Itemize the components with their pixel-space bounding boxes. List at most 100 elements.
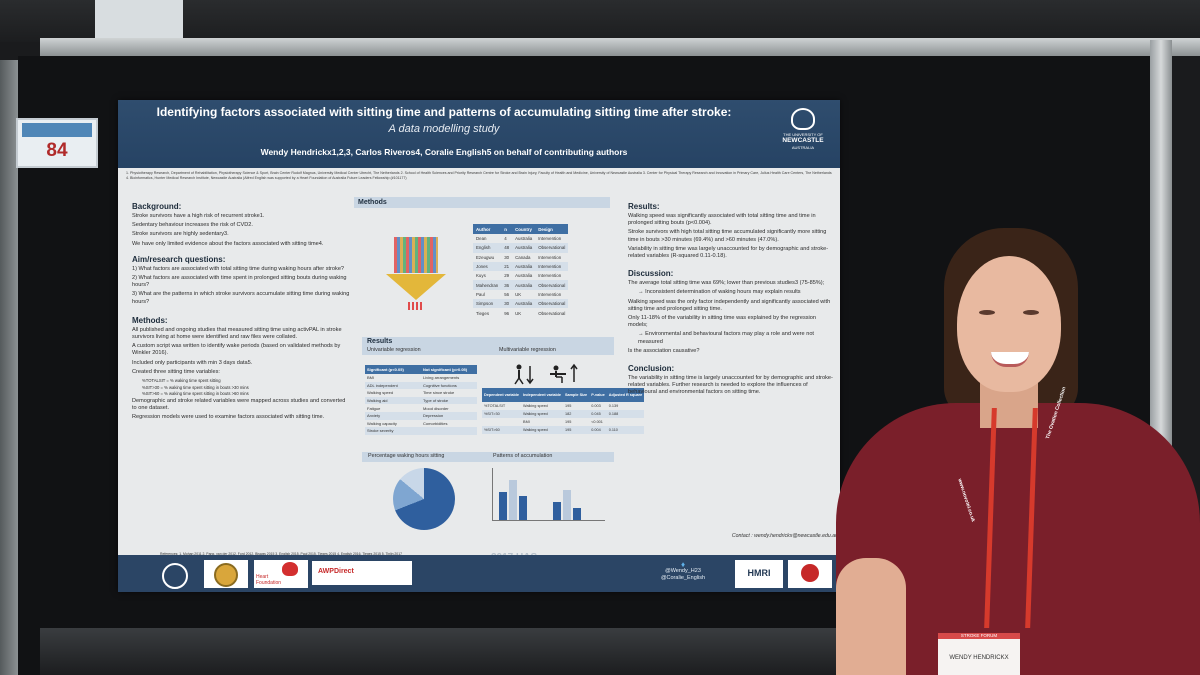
table-cell: Mahendran [473, 280, 502, 290]
pct-sitting-heading: Percentage waking hours sitting [368, 453, 445, 459]
univariable-heading: Univariable regression [367, 347, 421, 353]
table-cell: Australia [512, 261, 536, 272]
table-cell: Dean [476, 236, 487, 242]
table-row: %SIT>60 Walking speed 195 0.004 0.110 [482, 426, 645, 434]
table-cell: 21 [501, 261, 513, 272]
eye [1023, 310, 1039, 315]
table-cell: 36 [501, 280, 513, 290]
references: References: 1. Mohan 2011 2. Pang, van d… [160, 552, 402, 556]
table-cell: BMI [523, 420, 530, 424]
table-cell: Australia [515, 273, 533, 279]
background-line: We have only limited evidence about the … [132, 240, 324, 247]
table-cell: Time since stroke [423, 390, 455, 396]
table-header: Design [535, 224, 569, 234]
discussion-line: Only 11-18% of the variability in sittin… [628, 315, 817, 329]
aim-item: 2) What factors are associated with time… [132, 275, 347, 289]
table-cell: Paul [476, 291, 485, 297]
table-row: Fatigue Mood disorder [365, 404, 477, 412]
results-box-bar [362, 337, 614, 355]
table-row: Anxiety Depression [365, 411, 477, 420]
poster-authors: Wendy Hendrickx1,2,3, Carlos Riveros4, C… [260, 147, 628, 157]
hmri-text: HMRI [747, 568, 771, 578]
accumulation-heading: Patterns of accumulation [493, 453, 553, 459]
poster-title: Identifying factors associated with sitt… [156, 105, 732, 119]
table-cell: Tieges [476, 310, 490, 316]
ceiling [0, 0, 1200, 42]
table-row: Walking aid Type of stroke [365, 396, 477, 405]
table-cell: Anxiety [365, 411, 421, 420]
table-cell: Observational [538, 310, 566, 316]
table-row: Kuys 29 Australia Intervention [473, 271, 568, 280]
table-row: Dean 4 Australia Intervention [473, 234, 568, 243]
background-line: Sedentary behaviour increases the risk o… [132, 222, 253, 229]
significance-table: Significant (p<0.05) Not significant (p>… [365, 365, 477, 435]
table-row: Stroke severity [365, 427, 477, 435]
board-bottom-rail [40, 628, 860, 675]
variable-definition: %TOTALSIT = % waking time spent sitting [142, 378, 221, 384]
chart-bar [519, 496, 527, 520]
affiliations: 1. Physiotherapy Research, Department of… [126, 171, 832, 180]
sitting-standing-icons [514, 363, 578, 385]
table-cell: Observational [535, 299, 569, 309]
table-cell: %SIT>60 [482, 426, 522, 434]
table-row: %SIT>30 Walking speed 182 0.045 0.188 [482, 410, 645, 418]
studies-table: Author n Country Design Dean 4 Australia In… [473, 224, 569, 318]
table-cell: Intervention [538, 273, 562, 279]
table-row: %TOTALSIT Walking speed 195 0.003 0.139 [482, 402, 644, 410]
society-seal-icon [214, 563, 238, 587]
table-cell: 0.139 [608, 404, 619, 408]
chart-bar [573, 508, 581, 520]
table-cell: Walking speed [523, 404, 548, 408]
face [957, 256, 1061, 392]
hmri-logo: HMRI [735, 560, 783, 588]
table-cell: Depression [421, 411, 477, 420]
discussion-line: → Environmental and behavioural factors … [638, 331, 814, 345]
chart-bar [509, 480, 517, 520]
selected-people-icon [408, 302, 424, 310]
table-cell: Canada [515, 254, 531, 260]
table-cell: 0.004 [589, 426, 607, 434]
table-cell: 182 [563, 410, 590, 418]
regression-table: Dependent variable Independent variable … [482, 388, 645, 434]
table-header: Not significant (p>0.05) [421, 365, 477, 374]
table-cell: Living arrangements [423, 375, 460, 381]
university-small-text: THE UNIVERSITY OF [783, 132, 823, 137]
discussion-line: Walking speed was the only factor indepe… [628, 298, 831, 312]
contact-email: Contact : wendy.hendrickx@newcastle.edu.… [731, 533, 838, 539]
research-centre-logo [788, 560, 832, 588]
frame-top-rail [40, 38, 1200, 56]
chart-bar [499, 492, 507, 520]
table-header: Sample Size [563, 388, 590, 402]
methods-line: A custom script was written to identify … [132, 343, 341, 357]
discussion-line: The average total sitting time was 69%; … [628, 280, 825, 287]
conclusion-text: The variability in sitting time is large… [628, 375, 833, 396]
table-cell: Cognitive functions [421, 381, 477, 390]
twitter-handles: ♦ @Wendy_H23 @Coralie_English [653, 561, 713, 582]
table-cell: Comorbidities [423, 420, 448, 426]
table-cell: Australia [512, 299, 536, 309]
table-cell: 56 [504, 291, 510, 297]
table-cell: Ezeugwu [476, 254, 495, 260]
table-header: Author [473, 224, 502, 234]
methods-line: Included only participants with min 3 da… [132, 359, 253, 366]
sitting-pie-chart [393, 468, 455, 530]
table-header: Dependent variable [482, 388, 522, 402]
discussion-line: → Inconsistent determination of waking h… [638, 289, 801, 296]
table-cell: ADL independent [365, 381, 421, 390]
table-cell: Intervention [538, 254, 562, 260]
table-cell: %SIT>30 [482, 410, 522, 418]
table-header: Significant (p<0.05) [365, 365, 421, 374]
arm [836, 558, 906, 675]
background-line: Stroke survivors are highly sedentary3. [132, 231, 229, 238]
table-cell: Mood disorder [423, 405, 449, 411]
aim-item: 3) What are the patterns in which stroke… [132, 291, 350, 305]
presenter: www.novotel.co.uk The Ovation Collection… [830, 228, 1200, 675]
table-cell: Stroke severity [365, 427, 421, 435]
background-line: Stroke survivors have a high risk of rec… [132, 213, 265, 219]
table-cell: Type of stroke [421, 396, 477, 405]
table-cell: Australia [512, 280, 536, 290]
ceiling-light [95, 0, 183, 40]
table-cell: 48 [501, 243, 513, 253]
table-cell: UK [515, 291, 522, 297]
table-cell [607, 418, 645, 426]
